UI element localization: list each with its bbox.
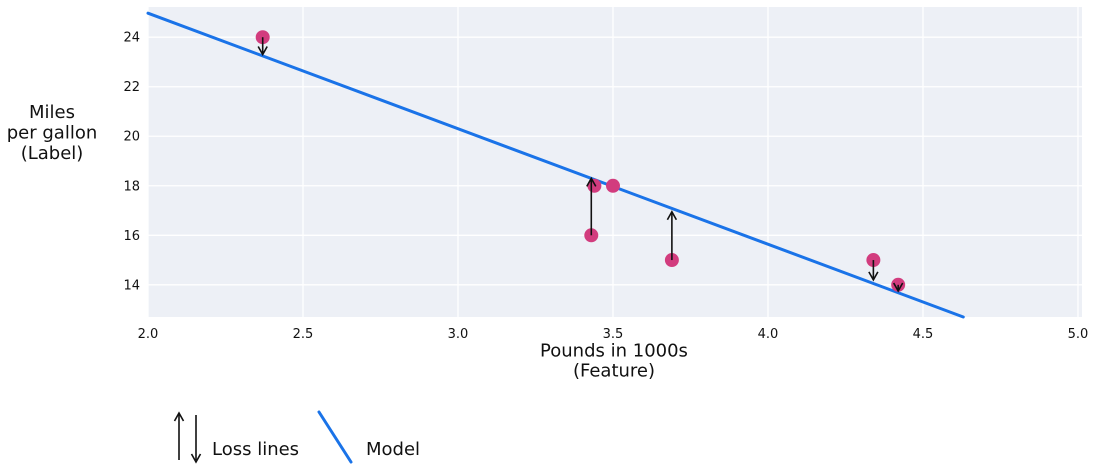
y-axis-title-line-3: (Label) (21, 143, 84, 164)
y-tick-label: 20 (123, 130, 140, 145)
loss-arrowhead (892, 282, 904, 293)
loss-arrowhead (666, 210, 678, 221)
loss-lines-icon (173, 411, 202, 464)
legend-loss-label: Loss lines (212, 439, 299, 460)
x-tick-label: 4.5 (913, 327, 934, 342)
y-tick-label: 22 (123, 80, 140, 95)
y-axis-title-line-2: per gallon (7, 123, 98, 144)
x-tick-label: 2.0 (138, 327, 159, 342)
model-line (146, 11, 965, 319)
y-tick-label: 18 (123, 179, 140, 194)
x-tick-label: 3.5 (603, 327, 624, 342)
y-axis-title: Miles per gallon (Label) (7, 102, 98, 164)
x-tick-label: 2.5 (293, 327, 314, 342)
plot-area: 2.0 2.5 3.0 3.5 4.0 4.5 5.0 14 16 18 20 22 24 (123, 7, 1088, 342)
legend-model-label: Model (366, 439, 420, 460)
chart-legend: Loss lines Model (173, 410, 420, 464)
model-line-icon (317, 410, 353, 464)
y-tick-label: 24 (123, 31, 140, 46)
data-point (605, 178, 620, 193)
y-axis-title-line-1: Miles (29, 102, 75, 123)
x-tick-label: 4.0 (758, 327, 779, 342)
x-axis-title-line-1: Pounds in 1000s (540, 341, 688, 362)
up-arrowhead-icon (173, 411, 185, 422)
x-tick-label: 3.0 (448, 327, 469, 342)
loss-arrowhead (868, 271, 879, 282)
loss-arrowhead (257, 46, 268, 57)
down-arrowhead-icon (190, 453, 202, 464)
loss-arrowhead (586, 176, 597, 187)
y-tick-label: 14 (123, 278, 140, 293)
x-tick-label: 5.0 (1068, 327, 1089, 342)
x-axis-title: Pounds in 1000s (Feature) (540, 341, 688, 382)
y-tick-label: 16 (123, 229, 140, 244)
x-axis-title-line-2: (Feature) (573, 361, 655, 382)
plot-background (148, 7, 1082, 317)
